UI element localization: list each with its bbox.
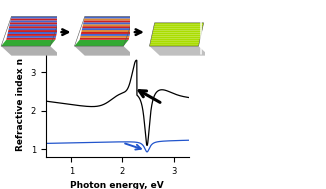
Polygon shape bbox=[9, 24, 59, 26]
Polygon shape bbox=[10, 20, 60, 22]
Polygon shape bbox=[83, 20, 133, 22]
Polygon shape bbox=[75, 46, 134, 56]
Y-axis label: Refractive index n: Refractive index n bbox=[16, 58, 25, 151]
Polygon shape bbox=[6, 38, 56, 40]
Polygon shape bbox=[83, 22, 133, 24]
Polygon shape bbox=[84, 18, 133, 20]
Polygon shape bbox=[154, 25, 203, 27]
Polygon shape bbox=[7, 34, 57, 36]
Polygon shape bbox=[8, 28, 58, 30]
Polygon shape bbox=[84, 16, 134, 18]
Polygon shape bbox=[153, 29, 202, 31]
Polygon shape bbox=[81, 32, 130, 34]
Polygon shape bbox=[151, 38, 200, 40]
Polygon shape bbox=[1, 40, 55, 46]
Polygon shape bbox=[149, 46, 209, 56]
Polygon shape bbox=[8, 30, 57, 32]
Polygon shape bbox=[82, 30, 131, 32]
Polygon shape bbox=[7, 36, 56, 38]
Polygon shape bbox=[151, 36, 201, 38]
Polygon shape bbox=[82, 24, 132, 26]
Polygon shape bbox=[11, 16, 61, 18]
Polygon shape bbox=[153, 27, 203, 29]
Polygon shape bbox=[150, 42, 200, 44]
Polygon shape bbox=[1, 46, 61, 56]
Polygon shape bbox=[80, 36, 129, 38]
Polygon shape bbox=[9, 26, 58, 28]
Polygon shape bbox=[10, 18, 60, 20]
Polygon shape bbox=[152, 33, 201, 34]
Polygon shape bbox=[10, 22, 59, 24]
Polygon shape bbox=[82, 26, 132, 28]
Polygon shape bbox=[81, 34, 130, 36]
X-axis label: Photon energy, eV: Photon energy, eV bbox=[70, 181, 164, 189]
Polygon shape bbox=[150, 40, 200, 42]
Polygon shape bbox=[153, 31, 202, 33]
Polygon shape bbox=[80, 38, 129, 40]
Polygon shape bbox=[149, 44, 199, 46]
Polygon shape bbox=[154, 23, 204, 25]
Polygon shape bbox=[7, 32, 57, 34]
Polygon shape bbox=[152, 34, 201, 36]
Text: 100 nm: 100 nm bbox=[211, 173, 237, 177]
Polygon shape bbox=[75, 40, 129, 46]
Polygon shape bbox=[82, 28, 131, 30]
